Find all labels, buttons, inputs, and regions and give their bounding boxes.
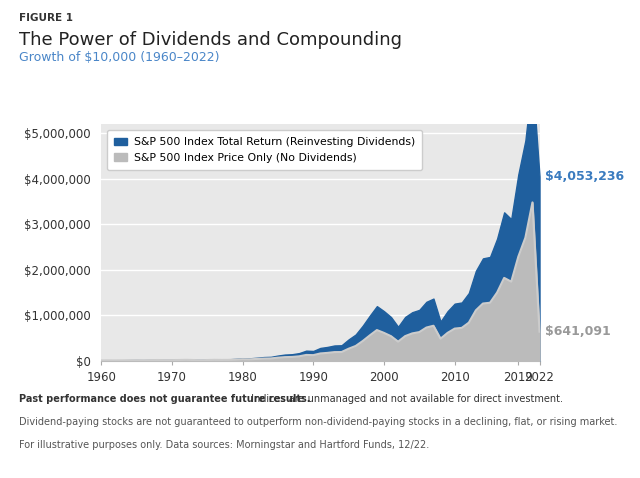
Text: $4,053,236: $4,053,236 [545,170,625,183]
Text: The Power of Dividends and Compounding: The Power of Dividends and Compounding [19,31,402,49]
Text: For illustrative purposes only. Data sources: Morningstar and Hartford Funds, 12: For illustrative purposes only. Data sou… [19,440,429,450]
Text: Indices are unmanaged and not available for direct investment.: Indices are unmanaged and not available … [248,394,563,404]
Text: $641,091: $641,091 [545,325,611,338]
Legend: S&P 500 Index Total Return (Reinvesting Dividends), S&P 500 Index Price Only (No: S&P 500 Index Total Return (Reinvesting … [106,130,422,170]
Text: FIGURE 1: FIGURE 1 [19,13,73,23]
Text: Past performance does not guarantee future results.: Past performance does not guarantee futu… [19,394,310,404]
Text: Growth of $10,000 (1960–2022): Growth of $10,000 (1960–2022) [19,51,220,64]
Text: Dividend-paying stocks are not guaranteed to outperform non-dividend-paying stoc: Dividend-paying stocks are not guarantee… [19,417,618,427]
